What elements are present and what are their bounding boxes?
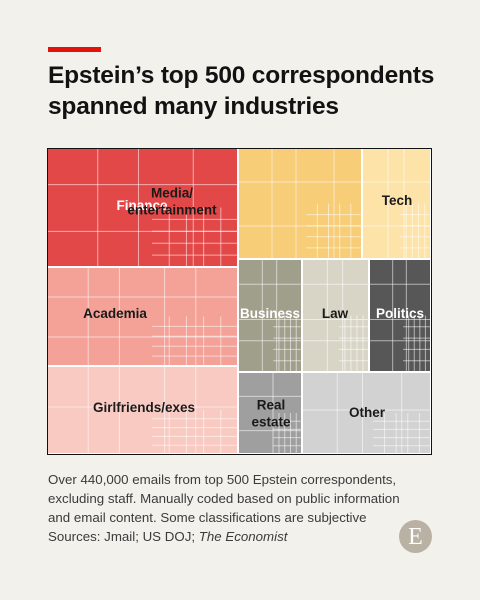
tile-real-estate [237,371,303,455]
title-line-1: Epstein’s top 500 correspondents [48,62,435,89]
footnote-line-3: and email content. Some classifications … [48,510,367,525]
footnote-line-2: excluding staff. Manually coded based on… [48,491,400,506]
tile-rect-business [237,258,303,373]
economist-logo: E [399,520,432,553]
accent-bar [48,47,101,52]
tile-grid-real-estate [238,372,302,454]
tile-grid-finance [47,148,238,267]
footnote-line-1: Over 440,000 emails from top 500 Epstein… [48,472,397,487]
tile-label-tech: Tech [382,193,413,208]
sources-line: Sources: Jmail; US DOJ; The Economist [48,527,428,546]
tile-tech [361,148,432,260]
treemap-border [47,148,432,455]
tile-rect-media-entertainment [237,148,363,260]
tile-finance [47,148,239,268]
footnote: Over 440,000 emails from top 500 Epstein… [48,470,428,546]
sources-italic: The Economist [198,529,288,544]
tile-grid-media-entertainment [238,148,362,259]
tile-label-law: Law [322,306,349,321]
tile-media-entertainment [237,148,363,260]
tile-label-politics: Politics [376,306,424,321]
tile-grid-law [302,259,369,372]
tile-label-girlfriends-exes: Girlfriends/exes [93,400,195,415]
tile-label-business: Business [240,306,300,321]
tile-grid-girlfriends-exes [47,366,238,454]
tile-label-academia: Academia [83,306,147,321]
tile-label-real-estate: Real estate [251,398,291,430]
tile-grid-tech [362,148,431,259]
chart-title: Epstein’s top 500 correspondents spanned… [48,60,448,122]
tile-business [237,258,303,373]
tile-rect-real-estate [237,371,303,455]
tile-rect-politics [368,258,432,373]
title-line-2: spanned many industries [48,93,339,120]
tile-label-finance: Finance [116,198,168,213]
tile-grid-other [302,372,431,454]
sources-prefix: Sources: Jmail; US DOJ; [48,529,199,544]
tile-label-other: Other [349,405,386,420]
logo-letter: E [408,523,423,550]
tile-law [301,258,370,373]
tile-grid-academia [47,267,238,366]
tile-politics [368,258,432,373]
tile-grid-business [238,259,302,372]
tile-grid-politics [369,259,431,372]
tile-label-media-entertainment: Media/entertainment [127,186,217,218]
tile-rect-law [301,258,370,373]
